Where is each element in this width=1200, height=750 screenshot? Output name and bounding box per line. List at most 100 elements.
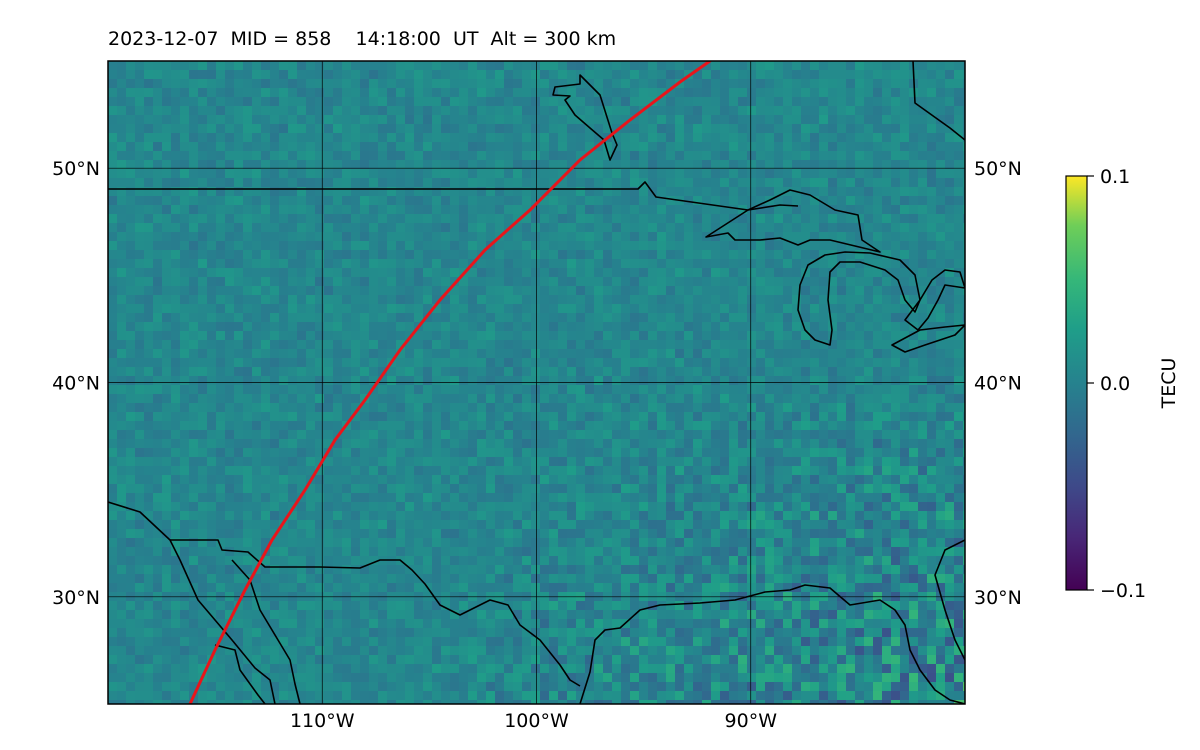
heatmap-cell [603,322,613,332]
heatmap-cell [720,520,730,530]
heatmap-cell [936,214,946,224]
heatmap-cell [927,331,937,341]
heatmap-cell [108,304,118,314]
heatmap-cell [747,196,757,206]
heatmap-cell [936,61,946,71]
heatmap-cell [594,214,604,224]
heatmap-cell [828,493,838,503]
heatmap-cell [621,268,631,278]
heatmap-cell [711,115,721,125]
heatmap-cell [648,232,658,242]
heatmap-cell [126,511,136,521]
heatmap-cell [288,511,298,521]
heatmap-cell [504,241,514,251]
heatmap-cell [810,178,820,188]
heatmap-cell [936,502,946,512]
heatmap-cell [522,61,532,71]
heatmap-cell [495,97,505,107]
heatmap-cell [549,466,559,476]
heatmap-cell [189,259,199,269]
heatmap-cell [873,97,883,107]
heatmap-cell [486,61,496,71]
heatmap-cell [963,232,965,242]
heatmap-cell [576,340,586,350]
heatmap-cell [432,70,442,80]
heatmap-cell [567,313,577,323]
heatmap-cell [459,169,469,179]
heatmap-cell [279,412,289,422]
heatmap-cell [594,439,604,449]
heatmap-cell [450,313,460,323]
heatmap-cell [576,241,586,251]
heatmap-cell [954,331,964,341]
heatmap-cell [171,160,181,170]
heatmap-cell [549,223,559,233]
heatmap-cell [126,259,136,269]
heatmap-cell [270,475,280,485]
heatmap-cell [378,259,388,269]
heatmap-cell [351,511,361,521]
heatmap-cell [189,196,199,206]
heatmap-cell [819,313,829,323]
heatmap-cell [585,160,595,170]
heatmap-cell [279,169,289,179]
heatmap-cell [747,232,757,242]
heatmap-cell [612,160,622,170]
heatmap-cell [252,70,262,80]
heatmap-cell [405,232,415,242]
heatmap-cell [522,493,532,503]
heatmap-cell [342,187,352,197]
heatmap-cell [801,160,811,170]
heatmap-cell [702,493,712,503]
heatmap-cell [486,313,496,323]
heatmap-cell [783,232,793,242]
heatmap-cell [396,475,406,485]
heatmap-cell [477,394,487,404]
heatmap-cell [603,421,613,431]
heatmap-cell [369,430,379,440]
heatmap-cell [252,178,262,188]
heatmap-cell [612,277,622,287]
heatmap-cell [630,133,640,143]
heatmap-cell [441,466,451,476]
heatmap-cell [261,160,271,170]
heatmap-cell [675,322,685,332]
heatmap-cell [351,61,361,71]
heatmap-cell [252,304,262,314]
heatmap-cell [774,376,784,386]
heatmap-cell [414,412,424,422]
heatmap-cell [126,394,136,404]
heatmap-cell [441,367,451,377]
heatmap-cell [936,313,946,323]
heatmap-cell [819,304,829,314]
heatmap-cell [378,124,388,134]
heatmap-cell [747,385,757,395]
heatmap-cell [945,349,955,359]
heatmap-cell [558,187,568,197]
heatmap-cell [891,475,901,485]
heatmap-cell [603,124,613,134]
heatmap-cell [873,151,883,161]
heatmap-cell [378,493,388,503]
heatmap-cell [495,205,505,215]
heatmap-cell [207,70,217,80]
heatmap-cell [288,169,298,179]
heatmap-cell [315,124,325,134]
heatmap-cell [243,439,253,449]
heatmap-cell [198,430,208,440]
heatmap-cell [450,178,460,188]
heatmap-cell [765,268,775,278]
heatmap-cell [162,250,172,260]
heatmap-cell [774,268,784,278]
heatmap-cell [495,70,505,80]
heatmap-cell [189,502,199,512]
heatmap-cell [540,286,550,296]
heatmap-cell [522,214,532,224]
heatmap-cell [918,520,928,530]
heatmap-cell [630,214,640,224]
heatmap-cell [567,124,577,134]
heatmap-cell [621,502,631,512]
heatmap-cell [234,484,244,494]
heatmap-cell [171,214,181,224]
heatmap-cell [180,88,190,98]
